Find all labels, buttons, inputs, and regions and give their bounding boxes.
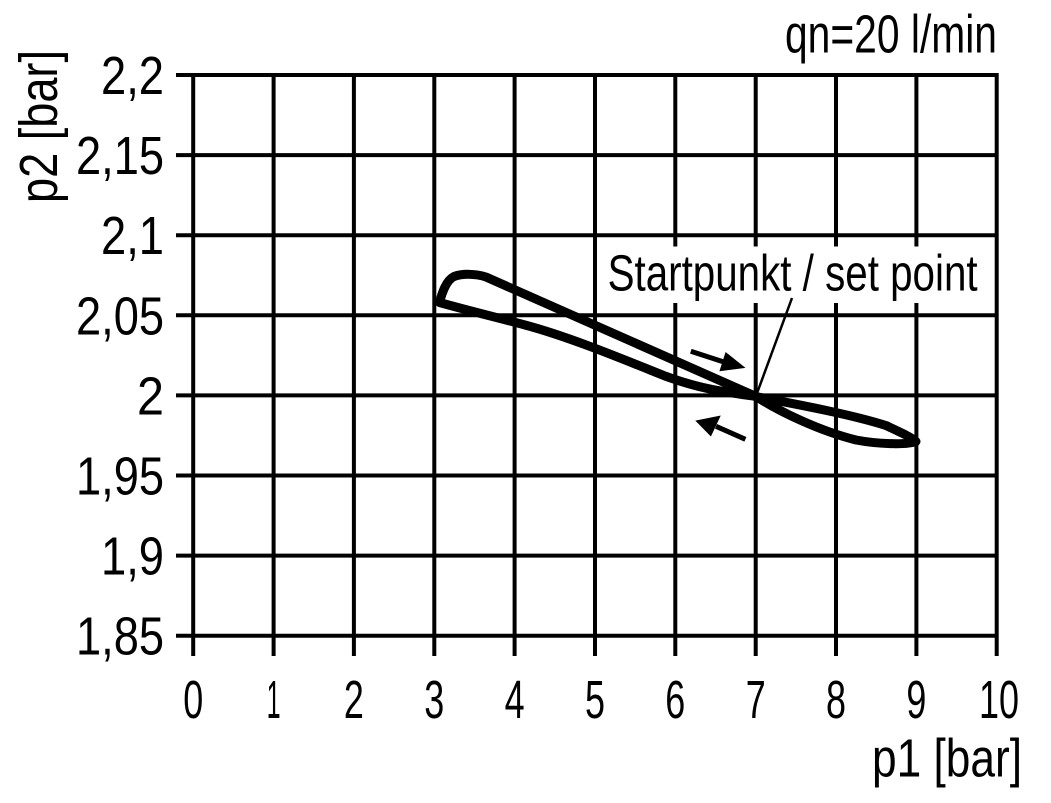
svg-text:2,05: 2,05 [76,286,164,346]
svg-text:5: 5 [585,670,605,730]
svg-text:0: 0 [183,670,203,730]
svg-text:9: 9 [906,670,926,730]
svg-text:Startpunkt / set point: Startpunkt / set point [608,245,978,302]
svg-text:2: 2 [344,670,364,730]
svg-text:2,15: 2,15 [76,126,164,186]
svg-text:8: 8 [826,670,846,730]
svg-text:1: 1 [267,670,281,730]
svg-text:2,1: 2,1 [101,206,164,266]
svg-text:3: 3 [424,670,444,730]
svg-text:7: 7 [746,670,766,730]
svg-text:qn=20 l/min: qn=20 l/min [785,5,997,65]
svg-text:p2 [bar]: p2 [bar] [9,50,69,203]
svg-text:1,95: 1,95 [76,447,164,507]
svg-text:1,85: 1,85 [76,607,164,667]
svg-text:2: 2 [137,366,164,426]
svg-text:p1 [bar]: p1 [bar] [872,728,1022,788]
svg-text:4: 4 [505,670,525,730]
svg-text:2,2: 2,2 [101,46,164,106]
svg-text:1,9: 1,9 [101,527,164,587]
svg-text:10: 10 [979,670,1019,730]
svg-text:6: 6 [665,670,685,730]
